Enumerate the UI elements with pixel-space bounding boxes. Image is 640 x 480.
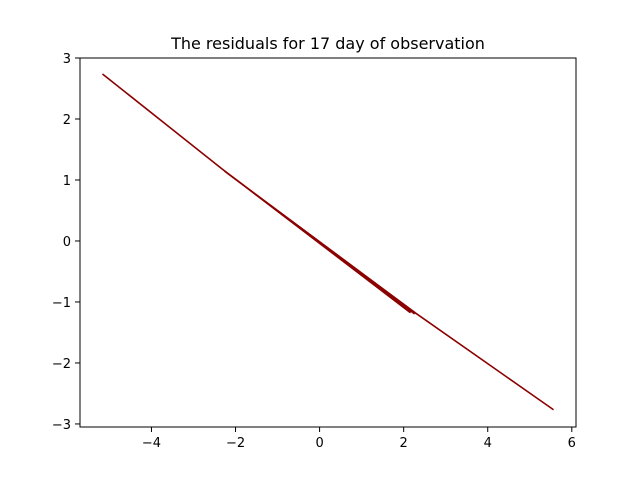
axes-layer: −4 −2 0 2 4 6 −3 −2 −1 0 1 2 3 <box>52 52 577 451</box>
x-tick-label: 2 <box>400 436 408 451</box>
x-tick-label: 6 <box>568 436 576 451</box>
y-tick-label: 2 <box>63 113 71 128</box>
y-tick-label: −1 <box>52 296 71 311</box>
x-tick-label: −4 <box>142 436 161 451</box>
x-tick-label: 4 <box>484 436 492 451</box>
axes-frame <box>79 57 577 428</box>
y-tick-label: 3 <box>63 52 71 67</box>
chart-title: The residuals for 17 day of observation <box>170 34 485 53</box>
x-tick-label: 0 <box>315 436 323 451</box>
y-tick-label: −2 <box>52 357 71 372</box>
y-tick-label: 0 <box>63 235 71 250</box>
x-tick-label: −2 <box>226 436 245 451</box>
series-layer <box>101 73 554 411</box>
y-tick-label: 1 <box>63 174 71 189</box>
series-line-0 <box>101 73 554 411</box>
y-tick-label: −3 <box>52 418 71 433</box>
